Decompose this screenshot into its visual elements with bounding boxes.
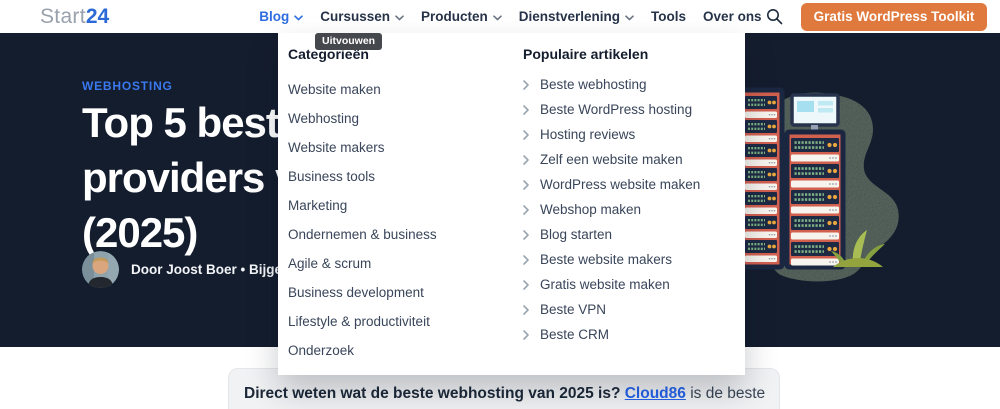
popular-article-label: Zelf een website maken xyxy=(540,152,683,167)
brand-name-gray: Start xyxy=(40,4,86,28)
author-row: Door Joost Boer • Bijgewerkt xyxy=(82,251,317,288)
chevron-down-icon xyxy=(395,14,404,20)
chevron-right-icon xyxy=(523,279,529,290)
popular-column: Populaire artikelen Beste webhosting Bes… xyxy=(523,33,738,347)
popular-article-link[interactable]: Beste VPN xyxy=(523,297,738,322)
popular-article-link[interactable]: Webshop maken xyxy=(523,197,738,222)
nav-item[interactable]: Tools xyxy=(651,9,686,24)
chevron-right-icon xyxy=(523,154,529,165)
popular-article-label: Beste WordPress hosting xyxy=(540,102,693,117)
nav-item-label: Producten xyxy=(421,9,488,24)
popular-article-link[interactable]: Beste website makers xyxy=(523,247,738,272)
server-rack-illustration xyxy=(737,87,899,282)
category-link[interactable]: Business tools xyxy=(288,169,376,184)
popular-heading: Populaire artikelen xyxy=(523,46,649,62)
category-link[interactable]: Webhosting xyxy=(288,111,360,126)
plant-icon xyxy=(831,230,885,267)
nav-item-label: Dienstverlening xyxy=(518,9,621,24)
nav-item[interactable]: Over ons xyxy=(703,9,762,24)
popular-article-link[interactable]: Beste CRM xyxy=(523,322,738,347)
popular-list: Beste webhosting Beste WordPress hosting… xyxy=(523,72,738,347)
popular-article-label: Gratis website maken xyxy=(540,277,670,292)
category-link[interactable]: Website makers xyxy=(288,140,385,155)
chevron-right-icon xyxy=(523,204,529,215)
chevron-down-icon xyxy=(294,14,304,20)
chevron-right-icon xyxy=(523,104,529,115)
popular-article-label: Beste CRM xyxy=(540,327,610,342)
categories-column: Categorieën Website maken Webhosting Web… xyxy=(288,33,513,365)
popular-article-label: Beste VPN xyxy=(540,302,607,317)
top-navigation: Start24 Blog Cursussen Producten xyxy=(0,0,1000,33)
main-menu: Blog Cursussen Producten Dienstverlening xyxy=(259,0,761,33)
chevron-right-icon xyxy=(523,79,529,90)
popular-article-label: Beste website makers xyxy=(540,252,673,267)
nav-item[interactable]: Cursussen xyxy=(320,9,404,24)
expand-tooltip: Uitvouwen xyxy=(315,33,383,50)
brand-name-blue: 24 xyxy=(85,4,110,28)
category-link[interactable]: Agile & scrum xyxy=(288,256,372,271)
nav-item[interactable]: Dienstverlening xyxy=(519,9,634,24)
category-link[interactable]: Ondernemen & business xyxy=(288,227,437,242)
category-link[interactable]: Lifestyle & productiviteit xyxy=(288,314,430,329)
cloud86-link[interactable]: Cloud86 xyxy=(624,385,686,402)
chevron-right-icon xyxy=(523,229,529,240)
page-title-line-1: Top 5 beste xyxy=(82,99,302,146)
search-button[interactable] xyxy=(762,4,787,29)
author-byline: Door Joost Boer • Bijgewerkt xyxy=(131,262,318,277)
category-link[interactable]: Business development xyxy=(288,285,424,300)
nav-item-label: Tools xyxy=(651,9,687,24)
server-rack-left xyxy=(737,87,785,270)
popular-article-link[interactable]: Blog starten xyxy=(523,222,738,247)
callout-question: Direct weten wat de beste webhosting van… xyxy=(244,385,621,402)
chevron-right-icon xyxy=(523,304,529,315)
nav-item-label: Cursussen xyxy=(320,9,390,24)
popular-article-label: Blog starten xyxy=(540,227,613,242)
callout-answer: is de beste xyxy=(685,385,766,402)
nav-item[interactable]: Producten xyxy=(421,9,502,24)
popular-article-label: WordPress website maken xyxy=(540,177,701,192)
brand-logo[interactable]: Start24 xyxy=(40,5,109,29)
popular-article-link[interactable]: Gratis website maken xyxy=(523,272,738,297)
category-link[interactable]: Onderzoek xyxy=(288,343,355,358)
chevron-down-icon xyxy=(625,14,634,20)
popular-article-label: Hosting reviews xyxy=(540,127,636,142)
popular-article-link[interactable]: WordPress website maken xyxy=(523,172,738,197)
nav-item-label: Over ons xyxy=(703,9,762,24)
chevron-down-icon xyxy=(492,14,502,20)
categories-heading: Categorieën xyxy=(288,46,369,62)
popular-article-label: Webshop maken xyxy=(540,202,642,217)
popular-article-link[interactable]: Beste WordPress hosting xyxy=(523,97,738,122)
category-tag[interactable]: WEBHOSTING xyxy=(82,79,173,93)
page-title-line-3: (2025) xyxy=(82,209,198,256)
server-rack-right xyxy=(784,129,846,270)
popular-article-label: Beste webhosting xyxy=(540,77,647,92)
cta-button[interactable]: Gratis WordPress Toolkit xyxy=(800,2,988,31)
nav-item[interactable]: Blog xyxy=(259,9,304,24)
popular-article-link[interactable]: Zelf een website maken xyxy=(523,147,738,172)
category-link[interactable]: Marketing xyxy=(288,198,348,213)
category-link[interactable]: Website maken xyxy=(288,82,381,97)
chevron-right-icon xyxy=(523,254,529,265)
popular-article-link[interactable]: Hosting reviews xyxy=(523,122,738,147)
popular-article-link[interactable]: Beste webhosting xyxy=(523,72,738,97)
chevron-right-icon xyxy=(523,329,529,340)
chevron-right-icon xyxy=(523,129,529,140)
chevron-right-icon xyxy=(523,179,529,190)
search-icon xyxy=(766,9,782,25)
author-avatar xyxy=(82,251,119,288)
blog-dropdown-panel: Categorieën Website maken Webhosting Web… xyxy=(278,33,745,375)
nav-item-label: Blog xyxy=(259,9,290,24)
categories-list: Website maken Webhosting Website makers … xyxy=(288,75,513,365)
